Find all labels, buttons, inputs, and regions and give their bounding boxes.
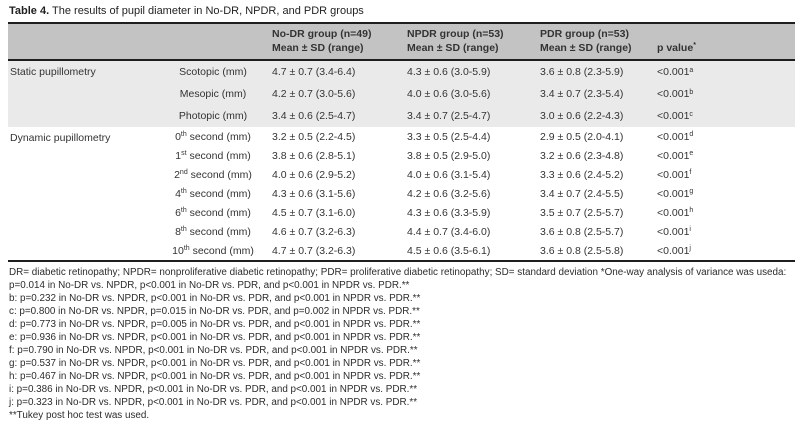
cell-pdr: 2.9 ± 0.5 (2.0-4.1) <box>540 130 624 143</box>
measure-label: 6th second (mm) <box>175 206 251 219</box>
measure-label: 8th second (mm) <box>175 225 251 238</box>
cell-no-dr: 4.6 ± 0.7 (3.2-6.3) <box>272 225 356 238</box>
cell-no-dr: 4.7 ± 0.7 (3.4-6.4) <box>268 60 403 83</box>
cell-p-value: <0.001c <box>648 105 795 127</box>
cell-npdr: 4.0 ± 0.6 (3.1-5.4) <box>407 168 491 181</box>
cell-p-value: <0.001a <box>648 60 795 83</box>
cell-npdr: 4.3 ± 0.6 (3.0-5.9) <box>403 60 536 83</box>
table-footnotes: DR= diabetic retinopathy; NPDR= nonproli… <box>8 262 795 422</box>
col-header-pdr-group: PDR group (n=53) <box>540 28 629 40</box>
header-spacer-section <box>8 23 156 61</box>
table-caption: Table 4. The results of pupil diameter i… <box>8 2 795 22</box>
cell-no-dr: 4.3 ± 0.6 (3.1-5.6) <box>272 187 356 200</box>
col-header-pdr: PDR group (n=53) Mean ± SD (range) <box>536 23 648 61</box>
footnote-abbreviations: DR= diabetic retinopathy; NPDR= nonproli… <box>9 267 787 278</box>
col-header-no-dr: No-DR group (n=49) Mean ± SD (range) <box>268 23 403 61</box>
cell-pdr: 3.6 ± 0.8 (2.5-5.8) <box>540 244 624 257</box>
footnote-e: e: p=0.936 in No-DR vs. NPDR, p<0.001 in… <box>9 332 421 343</box>
cell-pdr: 3.4 ± 0.7 (2.4-5.5) <box>540 187 624 200</box>
table-row-8th-second: 8th second (mm) 4.6 ± 0.7 (3.2-6.3) 4.4 … <box>8 222 795 241</box>
cell-npdr: 4.2 ± 0.6 (3.2-5.6) <box>407 187 491 200</box>
measure-label: Mesopic (mm) <box>156 83 268 105</box>
table-caption-text: The results of pupil diameter in No-DR, … <box>52 5 364 17</box>
measure-label: 10th second (mm) <box>172 244 254 257</box>
table-row-10th-second: 10th second (mm) 4.7 ± 0.7 (3.2-6.3) 4.5… <box>8 241 795 261</box>
cell-npdr: 4.0 ± 0.6 (3.0-5.6) <box>403 83 536 105</box>
cell-npdr: 4.3 ± 0.6 (3.3-5.9) <box>407 206 491 219</box>
measure-label: Scotopic (mm) <box>156 60 268 83</box>
cell-no-dr: 4.2 ± 0.7 (3.0-5.6) <box>268 83 403 105</box>
footnote-h: h: p=0.467 in No-DR vs. NPDR, p<0.001 in… <box>9 371 421 382</box>
cell-pdr: 3.6 ± 0.8 (2.3-5.9) <box>536 60 648 83</box>
cell-pdr: 3.4 ± 0.7 (2.3-5.4) <box>536 83 648 105</box>
cell-no-dr: 3.8 ± 0.6 (2.8-5.1) <box>272 149 356 162</box>
table-row-photopic: Photopic (mm) 3.4 ± 0.6 (2.5-4.7) 3.4 ± … <box>8 105 795 127</box>
p-value-asterisk: * <box>693 42 696 49</box>
cell-pdr: 3.3 ± 0.6 (2.4-5.2) <box>540 168 624 181</box>
table-row-6th-second: 6th second (mm) 4.5 ± 0.7 (3.1-6.0) 4.3 … <box>8 203 795 222</box>
cell-pdr: 3.0 ± 0.6 (2.2-4.3) <box>536 105 648 127</box>
cell-p-value: <0.001b <box>648 83 795 105</box>
cell-no-dr: 4.0 ± 0.6 (2.9-5.2) <box>272 168 356 181</box>
measure-label: 1st second (mm) <box>175 149 251 162</box>
cell-npdr: 4.5 ± 0.6 (3.5-6.1) <box>407 244 491 257</box>
cell-npdr: 4.4 ± 0.7 (3.4-6.0) <box>407 225 491 238</box>
footnote-tukey: **Tukey post hoc test was used. <box>9 410 150 421</box>
cell-p-value: <0.001j <box>657 244 691 257</box>
table-caption-label: Table 4. <box>9 5 50 17</box>
cell-p-value: <0.001g <box>657 187 694 200</box>
cell-npdr: 3.3 ± 0.5 (2.5-4.4) <box>407 130 491 143</box>
measure-label: 4th second (mm) <box>175 187 251 200</box>
cell-no-dr: 3.2 ± 0.5 (2.2-4.5) <box>272 130 356 143</box>
header-spacer-measure <box>156 23 268 61</box>
footnote-g: g: p=0.537 in No-DR vs. NPDR, p<0.001 in… <box>9 358 421 369</box>
cell-p-value: <0.001d <box>657 130 694 143</box>
col-header-npdr: NPDR group (n=53) Mean ± SD (range) <box>403 23 536 61</box>
section-label-static: Static pupillometry <box>8 60 156 127</box>
measure-label: Photopic (mm) <box>156 105 268 127</box>
footnote-a: p=0.014 in No-DR vs. NPDR, p<0.001 in No… <box>9 280 410 291</box>
cell-p-value: <0.001e <box>657 149 694 162</box>
col-header-p-value: p value* <box>648 23 795 61</box>
section-label-dynamic: Dynamic pupillometry <box>10 132 111 144</box>
table-header-row: No-DR group (n=49) Mean ± SD (range) NPD… <box>8 23 795 61</box>
cell-no-dr: 3.4 ± 0.6 (2.5-4.7) <box>268 105 403 127</box>
results-table: No-DR group (n=49) Mean ± SD (range) NPD… <box>8 22 795 262</box>
cell-p-value: <0.001h <box>657 206 694 219</box>
col-header-npdr-stat: Mean ± SD (range) <box>407 41 499 54</box>
cell-p-value: <0.001f <box>657 168 692 181</box>
measure-label: 0th second (mm) <box>175 130 251 143</box>
table-row-mesopic: Mesopic (mm) 4.2 ± 0.7 (3.0-5.6) 4.0 ± 0… <box>8 83 795 105</box>
col-header-no-dr-stat: Mean ± SD (range) <box>272 41 364 54</box>
cell-pdr: 3.6 ± 0.8 (2.5-5.7) <box>540 225 624 238</box>
table-row-4th-second: 4th second (mm) 4.3 ± 0.6 (3.1-5.6) 4.2 … <box>8 184 795 203</box>
table-row-2nd-second: 2nd second (mm) 4.0 ± 0.6 (2.9-5.2) 4.0 … <box>8 165 795 184</box>
cell-pdr: 3.2 ± 0.6 (2.3-4.8) <box>540 149 624 162</box>
footnote-b: b: p=0.232 in No-DR vs. NPDR, p<0.001 in… <box>9 293 421 304</box>
table-row-1st-second: 1st second (mm) 3.8 ± 0.6 (2.8-5.1) 3.8 … <box>8 146 795 165</box>
footnote-f: f: p=0.790 in No-DR vs. NPDR, p<0.001 in… <box>9 345 418 356</box>
footnote-i: i: p=0.386 in No-DR vs. NPDR, p<0.001 in… <box>9 384 418 395</box>
col-header-npdr-group: NPDR group (n=53) <box>407 28 504 40</box>
cell-p-value: <0.001i <box>657 225 691 238</box>
footnote-j: j: p=0.323 in No-DR vs. NPDR, p<0.001 in… <box>9 397 418 408</box>
table-row-scotopic: Static pupillometry Scotopic (mm) 4.7 ± … <box>8 60 795 127</box>
col-header-pdr-stat: Mean ± SD (range) <box>540 41 632 54</box>
footnote-c: c: p=0.800 in No-DR vs. NPDR, p=0.015 in… <box>9 306 420 317</box>
cell-no-dr: 4.7 ± 0.7 (3.2-6.3) <box>272 244 356 257</box>
table-row-0th-second: Dynamic pupillometry 0th second (mm) 3.2… <box>8 127 795 146</box>
col-header-no-dr-group: No-DR group (n=49) <box>272 28 372 40</box>
measure-label: 2nd second (mm) <box>174 168 252 181</box>
cell-npdr: 3.8 ± 0.5 (2.9-5.0) <box>407 149 491 162</box>
footnote-d: d: p=0.773 in No-DR vs. NPDR, p=0.005 in… <box>9 319 421 330</box>
cell-pdr: 3.5 ± 0.7 (2.5-5.7) <box>540 206 624 219</box>
cell-no-dr: 4.5 ± 0.7 (3.1-6.0) <box>272 206 356 219</box>
cell-npdr: 3.4 ± 0.7 (2.5-4.7) <box>403 105 536 127</box>
